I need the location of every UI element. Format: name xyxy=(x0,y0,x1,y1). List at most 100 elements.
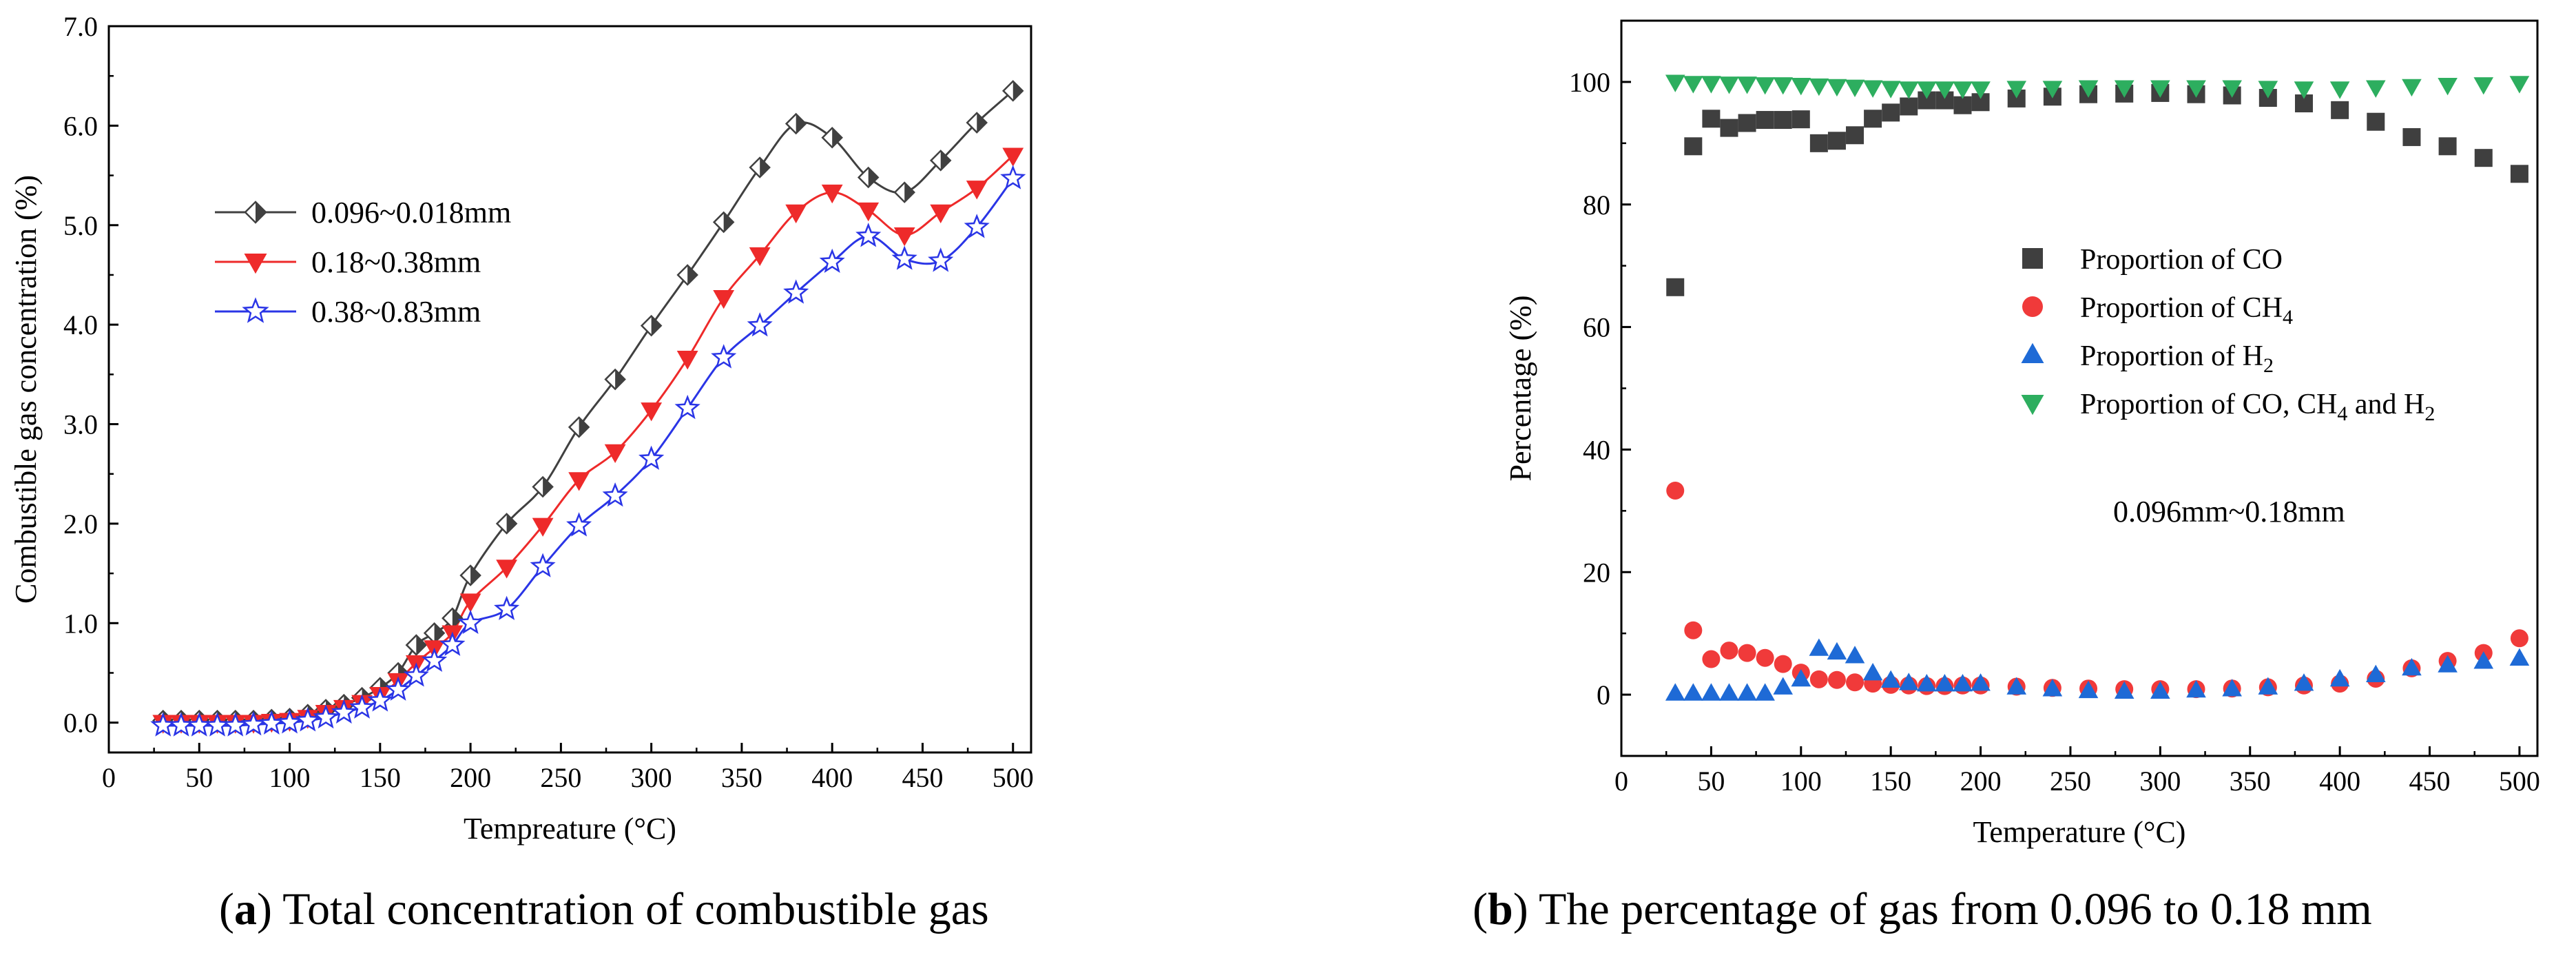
b-series-3-point xyxy=(1737,683,1757,701)
b-legend-marker-2 xyxy=(2022,296,2043,317)
a-legend-label-2: 0.18~0.38mm xyxy=(311,245,481,279)
a-series-3-point xyxy=(385,676,411,701)
b-x-tick-label: 250 xyxy=(2050,766,2091,797)
b-series-3-point xyxy=(1953,674,1973,692)
b-series-3-point xyxy=(2473,651,2494,669)
a-series-3-point xyxy=(602,482,628,507)
a-series-3-point xyxy=(747,312,773,337)
b-series-1-point xyxy=(1827,132,1846,150)
b-series-2-point xyxy=(1684,621,1703,639)
b-series-1-point xyxy=(1774,111,1792,130)
b-x-tick-label: 200 xyxy=(1960,766,2002,797)
a-series-3-point xyxy=(422,647,448,672)
b-series-1-point xyxy=(2510,165,2528,183)
caption-a-text: Total concentration of combustible gas xyxy=(282,884,989,934)
b-series-1-point xyxy=(1702,110,1721,128)
a-series-3-point xyxy=(674,394,700,420)
b-series-4-point xyxy=(1880,81,1901,99)
b-series-3-point xyxy=(2222,679,2242,697)
b-x-tick-label: 150 xyxy=(1870,766,1911,797)
b-annotation: 0.096mm~0.18mm xyxy=(2113,495,2345,529)
b-y-tick-label: 0 xyxy=(1597,679,1610,710)
b-series-4-point xyxy=(1862,80,1883,98)
b-series-3-point xyxy=(1827,642,1847,660)
b-series-4-point xyxy=(2402,79,2422,97)
b-legend-text-part: Proportion of CH xyxy=(2080,292,2283,324)
b-series-3-point xyxy=(2402,657,2422,676)
a-series-1-point-outline xyxy=(532,475,554,498)
a-y-tick-label: 0.0 xyxy=(63,708,98,739)
a-series-1-point-outline xyxy=(929,150,952,172)
a-series-3-point xyxy=(819,248,845,273)
a-x-tick-label: 50 xyxy=(185,762,213,793)
b-series-3-point xyxy=(1971,673,1991,691)
a-x-tick-label: 200 xyxy=(450,762,491,793)
b-series-3-point xyxy=(1809,638,1829,656)
a-series-3-point xyxy=(530,553,556,577)
a-series-1-point-half xyxy=(678,265,688,285)
a-series-1-point-half xyxy=(931,150,941,170)
b-series-3-point xyxy=(2114,681,2134,699)
a-x-tick-label: 250 xyxy=(540,762,581,793)
b-series-3-point xyxy=(2438,655,2458,673)
a-series-1-point-outline xyxy=(495,513,518,535)
a-series-3-point xyxy=(331,699,357,724)
a-series-1-point-outline xyxy=(785,112,807,135)
a-legend-marker-3 xyxy=(242,297,269,323)
b-legend-label-4: Proportion of CO, CH4 and H2 xyxy=(2080,389,2435,425)
b-series-1-point xyxy=(1953,96,1972,114)
b-series-4-point xyxy=(1773,77,1794,95)
a-y-tick-label: 3.0 xyxy=(63,409,98,440)
b-series-4-point xyxy=(1683,76,1703,94)
b-legend-text-part: Proportion of H xyxy=(2080,340,2263,372)
b-series-3-point xyxy=(2186,679,2206,698)
b-series-1-point xyxy=(1846,126,1865,145)
a-series-2-point xyxy=(930,204,952,224)
a-series-1-point-half xyxy=(1003,81,1013,101)
b-series-2-point xyxy=(1756,648,1774,667)
a-series-3-point xyxy=(295,707,321,732)
b-x-tick-label: 100 xyxy=(1780,766,1822,797)
a-series-1-point-half xyxy=(605,369,616,389)
a-series-3-point xyxy=(566,512,592,537)
a-series-3-point xyxy=(494,595,520,620)
a-series-2-point xyxy=(568,472,590,491)
a-series-2-point xyxy=(1002,147,1024,167)
a-series-3-point xyxy=(349,694,375,719)
b-series-1-point xyxy=(1791,110,1810,129)
b-series-3-point xyxy=(2006,677,2027,695)
b-series-4-point xyxy=(1737,76,1757,94)
a-series-1-point-outline xyxy=(640,314,663,337)
b-series-4-point xyxy=(1719,76,1739,94)
chart-panel-b: 0 50 100 150 200 250 300 350 400 450 500 0 20 40 60 80 1… xyxy=(1504,19,2540,849)
b-series-1-point xyxy=(2367,112,2385,131)
b-legend-text-part: and H xyxy=(2347,389,2424,420)
b-x-tick-label: 400 xyxy=(2319,766,2360,797)
a-series-1-point-half xyxy=(858,167,869,187)
a-y-axis-label: Combustible gas concentration (%) xyxy=(9,175,43,604)
a-plot-frame xyxy=(107,25,1032,754)
a-y-tick-label: 1.0 xyxy=(63,608,98,639)
a-series-2-point xyxy=(532,518,554,537)
a-y-tick-label: 5.0 xyxy=(63,210,98,241)
a-series-1-point-outline xyxy=(712,211,735,234)
a-series-1-point-half xyxy=(967,113,977,133)
b-series-2-point xyxy=(1738,644,1756,662)
b-series-1-point xyxy=(1882,103,1900,122)
a-legend-marker-1-half xyxy=(245,202,256,223)
a-series-2-point xyxy=(821,184,843,204)
b-series-4-point xyxy=(1755,77,1775,95)
a-x-axis-label: Tempreature (°C) xyxy=(464,812,676,846)
a-series-3-point xyxy=(439,631,466,656)
b-series-4-point xyxy=(2329,81,2350,99)
caption-b-text: The percentage of gas from 0.096 to 0.18… xyxy=(1539,884,2372,934)
a-x-tick-label: 300 xyxy=(631,762,672,793)
b-legend-subscript: 4 xyxy=(2283,306,2293,329)
b-x-tick-label: 0 xyxy=(1614,766,1628,797)
a-x-tick-label: 350 xyxy=(721,762,762,793)
b-series-2-point xyxy=(1827,670,1846,689)
b-series-3-point xyxy=(1719,683,1739,701)
chart-panel-a: 0 50 100 150 200 250 300 350 400 450 500 0.0 1.0 2.0 3… xyxy=(9,11,1034,846)
b-y-tick-label: 80 xyxy=(1583,189,1610,221)
a-series-2-point xyxy=(858,202,880,222)
